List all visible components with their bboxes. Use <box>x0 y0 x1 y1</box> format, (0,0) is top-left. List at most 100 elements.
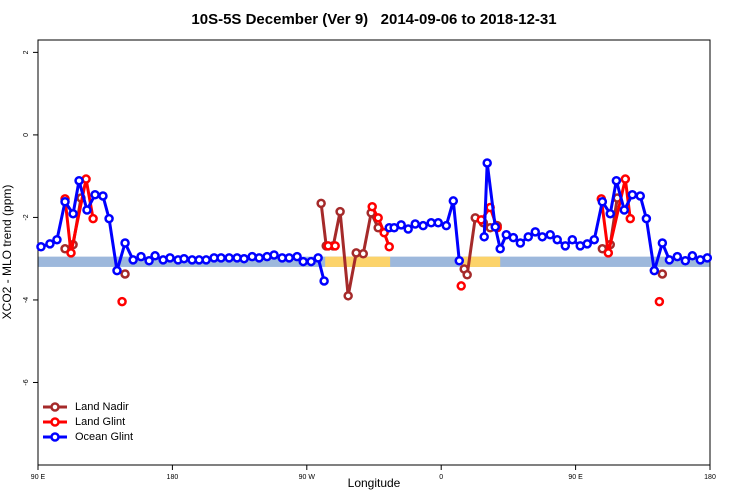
point <box>358 248 368 259</box>
point <box>495 244 505 254</box>
point <box>552 234 562 245</box>
point <box>165 253 175 263</box>
point <box>448 196 459 206</box>
point <box>335 206 345 217</box>
point <box>74 175 84 186</box>
point <box>619 205 630 215</box>
point <box>269 250 279 260</box>
y-tick-label: 0 <box>23 133 30 137</box>
point <box>627 189 638 200</box>
y-axis-label: XCO2 - MLO trend (ppm) <box>0 185 14 320</box>
point <box>657 269 668 279</box>
legend-label: Land Glint <box>75 416 125 428</box>
point <box>88 213 98 224</box>
point <box>128 255 138 265</box>
point <box>403 224 413 234</box>
point <box>284 253 294 263</box>
point <box>117 296 127 307</box>
point <box>462 270 472 280</box>
point <box>254 253 264 263</box>
point <box>672 251 683 262</box>
point <box>384 241 394 252</box>
legend-marker <box>50 402 60 412</box>
point <box>98 191 108 201</box>
point <box>104 213 114 224</box>
point <box>433 218 443 228</box>
point <box>611 175 622 186</box>
point <box>641 213 652 224</box>
point <box>112 265 122 276</box>
legend-marker <box>50 432 60 442</box>
point <box>316 198 326 209</box>
point <box>680 256 691 266</box>
point <box>45 239 55 249</box>
point <box>418 220 428 231</box>
point <box>239 253 249 264</box>
x-tick-label: 90 E <box>31 474 46 481</box>
point <box>150 251 160 261</box>
point <box>456 281 466 291</box>
point <box>490 222 501 232</box>
point <box>292 251 302 262</box>
surface-band <box>325 256 391 267</box>
point <box>687 251 698 261</box>
x-axis-label: Longitude <box>348 476 401 490</box>
point <box>313 253 323 263</box>
point <box>482 158 492 168</box>
point <box>136 251 146 262</box>
point <box>201 255 211 265</box>
point <box>582 239 592 249</box>
point <box>396 220 406 230</box>
x-tick-label: 180 <box>167 474 179 481</box>
point <box>179 253 189 264</box>
point <box>702 253 713 263</box>
point <box>567 234 578 245</box>
point <box>410 219 420 229</box>
point <box>367 201 377 212</box>
point <box>654 296 665 307</box>
x-tick-label: 90 W <box>299 474 316 481</box>
point <box>454 256 465 266</box>
point <box>657 238 668 248</box>
surface-band <box>462 256 501 267</box>
point <box>373 213 383 223</box>
point <box>319 276 329 286</box>
x-tick-label: 90 E <box>568 474 583 481</box>
point <box>224 253 234 263</box>
point <box>603 248 614 258</box>
point <box>620 174 631 184</box>
chart-title: 10S-5S December (Ver 9) 2014-09-06 to 20… <box>191 11 556 28</box>
y-tick-label: -4 <box>23 297 30 303</box>
y-tick-label: -6 <box>23 379 30 385</box>
point <box>36 241 46 252</box>
point <box>120 269 130 279</box>
point <box>635 191 646 201</box>
point <box>90 189 100 200</box>
y-tick-label: -2 <box>23 214 30 220</box>
point <box>530 227 541 237</box>
point <box>82 205 92 215</box>
point <box>515 238 526 248</box>
point <box>298 256 308 267</box>
point <box>343 291 353 301</box>
plot-frame <box>37 39 711 466</box>
point <box>597 196 608 207</box>
y-tick-label: 2 <box>23 50 30 54</box>
point <box>52 234 62 245</box>
point <box>216 253 226 263</box>
point <box>597 244 608 254</box>
point <box>560 241 571 251</box>
series-line <box>65 198 662 296</box>
x-tick-label: 180 <box>704 474 716 481</box>
point <box>60 196 70 207</box>
legend-marker <box>50 417 60 427</box>
point <box>649 265 660 276</box>
point <box>66 248 76 258</box>
point <box>664 255 675 265</box>
legend-label: Ocean Glint <box>75 431 133 443</box>
point <box>508 232 519 243</box>
point <box>120 238 130 248</box>
point <box>537 232 548 242</box>
point <box>545 230 555 240</box>
